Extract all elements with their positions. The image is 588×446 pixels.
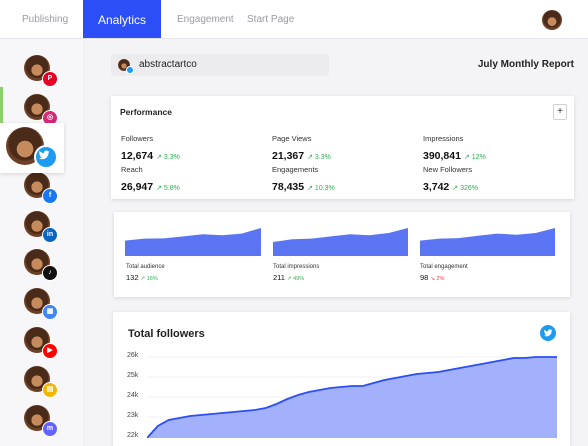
tab-publishing[interactable]: Publishing <box>22 14 69 25</box>
profile-selector[interactable]: abstractartco <box>111 54 329 76</box>
tiktok-icon: ♪ <box>42 265 58 281</box>
twitter-icon <box>540 325 556 341</box>
sidebar-account-youtube[interactable]: ▶ <box>24 327 64 367</box>
spark-change: ↘ 2% <box>430 276 445 282</box>
y-tick-label: 26k <box>127 352 139 359</box>
sparkline-area <box>273 228 408 256</box>
metric-label: Followers <box>121 134 154 143</box>
spark-label: Total audience <box>126 264 165 270</box>
impressions-sparkline <box>273 228 408 256</box>
sidebar-account-linkedin[interactable]: in <box>24 211 64 251</box>
metric-label: Reach <box>121 165 143 174</box>
y-tick-label: 23k <box>127 412 139 419</box>
sidebar-account-instagram[interactable]: ◎ <box>24 94 64 134</box>
spark-label: Total engagement <box>420 264 468 270</box>
tab-engagement[interactable]: Engagement <box>177 14 234 25</box>
twitter-icon <box>126 66 134 74</box>
y-tick-label: 22k <box>127 432 139 439</box>
tab-analytics[interactable]: Analytics <box>83 0 161 38</box>
tab-start-page[interactable]: Start Page <box>247 14 295 25</box>
metric-change: ↗ 3.3% <box>156 154 180 161</box>
metric-page-views: Page Views 21,367 ↗ 3.3% <box>272 134 412 164</box>
metric-engagements: Engagements 78,435 ↗ 10.3% <box>272 165 412 195</box>
user-avatar[interactable] <box>542 10 562 30</box>
performance-title: Performance <box>120 107 172 117</box>
sparkline-area <box>125 228 261 256</box>
metric-value: 21,367 <box>272 150 305 162</box>
metric-label: Engagements <box>272 165 319 174</box>
y-tick-label: 24k <box>127 392 139 399</box>
sidebar-account-google-business[interactable]: ▦ <box>24 288 64 328</box>
mastodon-icon: m <box>42 421 58 437</box>
metric-change: ↗ 5.8% <box>156 185 180 192</box>
sidebar-account-tiktok[interactable]: ♪ <box>24 249 64 289</box>
metric-value: 26,947 <box>121 181 154 193</box>
google-business-icon: ▦ <box>42 304 58 320</box>
engagement-sparkline <box>420 228 555 256</box>
chart-title: Total followers <box>128 328 205 340</box>
summary-charts-card: Total audience 132 ↗ 16% Total impression… <box>114 212 570 297</box>
metric-change: ↗ 10.3% <box>307 185 335 192</box>
spark-change: ↗ 16% <box>140 276 158 282</box>
metric-value: 78,435 <box>272 181 305 193</box>
spark-value-row: 98 ↘ 2% <box>420 273 444 282</box>
performance-card: Performance + Followers 12,674 ↗ 3.3% Pag… <box>111 96 574 199</box>
shopify-icon: ▤ <box>42 382 58 398</box>
add-button[interactable]: + <box>553 104 567 120</box>
metric-label: New Followers <box>423 165 473 174</box>
metric-label: Page Views <box>272 134 312 143</box>
top-nav: Publishing Analytics Engagement Start Pa… <box>0 0 588 39</box>
metric-reach: Reach 26,947 ↗ 5.8% <box>121 165 261 195</box>
metric-change: ↗ 3.3% <box>307 154 331 161</box>
sidebar-account-facebook[interactable]: f <box>24 172 64 212</box>
metric-value: 3,742 <box>423 181 450 193</box>
twitter-icon <box>34 145 58 169</box>
spark-value: 98 <box>420 273 429 282</box>
sidebar-account-mastodon[interactable]: m <box>24 405 64 445</box>
audience-sparkline <box>125 228 261 256</box>
followers-area <box>147 357 557 438</box>
spark-label: Total impressions <box>273 264 320 270</box>
followers-line <box>147 356 557 438</box>
total-followers-card: Total followers 26k 25k 24k 23k 22k <box>113 312 570 446</box>
profile-name: abstractartco <box>139 59 197 70</box>
spark-change: ↗ 49% <box>286 276 305 282</box>
metric-change: ↗ 326% <box>452 185 478 192</box>
facebook-icon: f <box>42 188 58 204</box>
sidebar-account-shopify[interactable]: ▤ <box>24 366 64 406</box>
metric-value: 390,841 <box>423 150 461 162</box>
spark-value: 211 <box>273 273 285 282</box>
y-tick-label: 25k <box>127 372 139 379</box>
report-title: July Monthly Report <box>477 59 574 70</box>
spark-value: 132 <box>126 273 139 282</box>
followers-area-chart <box>147 356 557 438</box>
metric-label: Impressions <box>423 134 464 143</box>
metric-followers: Followers 12,674 ↗ 3.3% <box>121 134 261 164</box>
sidebar-account-pinterest[interactable]: P <box>24 55 64 95</box>
metric-new-followers: New Followers 3,742 ↗ 326% <box>423 165 563 195</box>
pinterest-icon: P <box>42 71 58 87</box>
metric-value: 12,674 <box>121 150 154 162</box>
metric-impressions: Impressions 390,841 ↗ 12% <box>423 134 563 164</box>
spark-value-row: 211 ↗ 49% <box>273 273 304 282</box>
spark-value-row: 132 ↗ 16% <box>126 273 158 282</box>
sidebar-account-twitter-selected[interactable] <box>0 123 64 173</box>
youtube-icon: ▶ <box>42 343 58 359</box>
sparkline-area <box>420 228 555 256</box>
metric-change: ↗ 12% <box>463 154 486 161</box>
linkedin-icon: in <box>42 227 58 243</box>
